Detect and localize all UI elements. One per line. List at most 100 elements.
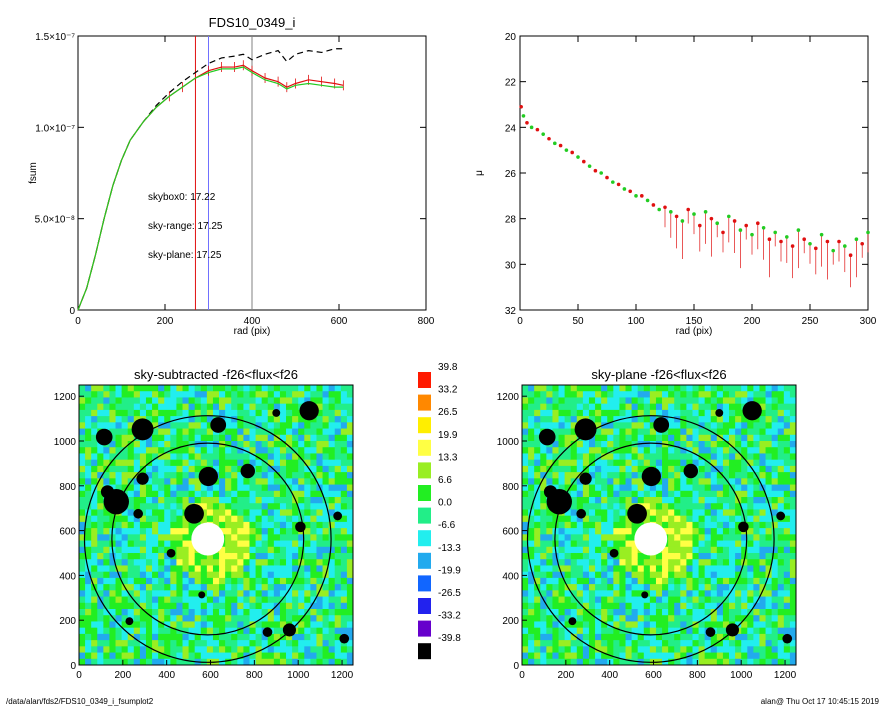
skysub-map-cell: [225, 484, 232, 492]
colorbar-swatch: [418, 552, 431, 569]
skysub-map-cell: [121, 391, 129, 398]
skyplane-map-cell: [613, 441, 620, 448]
skyplane-map-cell: [546, 453, 553, 461]
skyplane-map-cell: [643, 397, 651, 405]
skysub-map-cell: [206, 484, 214, 492]
footer-path: /data/alan/fds2/FDS10_0349_i_fsumplot2: [6, 697, 154, 706]
skyplane-map-cell: [686, 403, 693, 411]
skysub-map-cell: [164, 484, 171, 492]
skyplane-map-cell: [765, 584, 773, 591]
skyplane-map-cell: [643, 453, 651, 461]
skysub-map-cell: [188, 497, 196, 504]
colorbar-label: 13.3: [438, 452, 458, 463]
skysub-map-cell: [255, 633, 263, 641]
skysub-map-mask-disc: [262, 627, 273, 637]
skysub-map-cell: [279, 658, 287, 666]
skysub-map-cell: [249, 441, 256, 448]
skyplane-map-cell: [613, 577, 620, 585]
skyplane-map-cell: [759, 658, 766, 666]
skyplane-map-cell: [668, 602, 675, 610]
skyplane-map-cell: [588, 546, 596, 554]
skysub-map-cell: [164, 391, 171, 398]
skyplane-map-cell: [704, 602, 712, 610]
skysub-map-cell: [243, 540, 250, 548]
skyplane-map-cell: [582, 602, 590, 610]
skyplane-map-cell: [674, 434, 681, 442]
skysub-map-cell: [304, 528, 311, 535]
skyplane-map-cell: [546, 609, 553, 616]
skyplane-map-cell: [655, 397, 663, 405]
skysub-map-cell: [145, 609, 153, 616]
skysub-map-cell: [340, 422, 348, 429]
skyplane-map-cell: [771, 528, 779, 535]
skysub-map-cell: [158, 490, 165, 498]
skyplane-map-cell: [704, 633, 712, 641]
skyplane-map-cell: [704, 652, 712, 660]
skyplane-map-cell: [625, 459, 632, 467]
skyplane-map-cell: [747, 615, 754, 622]
skyplane-map-cell: [637, 409, 645, 417]
skyplane-map-cell: [558, 584, 566, 591]
skysub-map-cell: [188, 609, 196, 616]
skyplane-map-cell: [777, 602, 785, 610]
skyplane-map-cell: [710, 459, 718, 467]
skyplane-map-cell: [595, 534, 602, 541]
skysub-map-cell: [346, 472, 354, 479]
skysub-map-cell: [328, 397, 336, 405]
skysub-map-cell: [164, 490, 171, 498]
skyplane-map-cell: [625, 472, 632, 479]
fsum-ytick-label: 0: [69, 306, 75, 317]
skyplane-map-cell: [692, 515, 699, 523]
skyplane-map-cell: [710, 652, 718, 660]
skysub-map-cell: [225, 521, 232, 529]
skysub-map-cell: [158, 503, 165, 510]
skyplane-map-cell: [643, 403, 651, 411]
skysub-map-cell: [97, 584, 104, 591]
skysub-map-cell: [127, 409, 135, 417]
skysub-map-cell: [115, 553, 123, 560]
skyplane-map-cell: [595, 609, 602, 616]
skysub-map-cell: [298, 609, 305, 616]
skyplane-map-cell: [534, 447, 541, 454]
skyplane-map-cell: [588, 397, 596, 405]
skysub-map-cell: [334, 478, 342, 485]
skyplane-map-cell: [716, 447, 724, 454]
colorbar-label: 6.6: [438, 475, 452, 486]
skyplane-map-cell: [588, 416, 596, 423]
skysub-map-cell: [267, 590, 275, 597]
skysub-map-frame: [78, 384, 354, 666]
skysub-map-cell: [170, 602, 177, 610]
skysub-map-cell: [170, 409, 177, 417]
skyplane-map-cell: [765, 546, 773, 554]
skyplane-map-cell: [601, 546, 608, 554]
skyplane-map-cell: [528, 640, 535, 647]
skyplane-map-cell: [765, 658, 773, 666]
skysub-map-cell: [85, 409, 92, 417]
skysub-map-cell: [225, 621, 232, 629]
skysub-map-cell: [279, 640, 287, 647]
skysub-map-cell: [340, 540, 348, 548]
skyplane-map-cell: [558, 646, 566, 653]
skysub-map-cell: [133, 497, 141, 504]
skysub-map-cell: [121, 609, 129, 616]
skyplane-map-cell: [540, 521, 547, 529]
skyplane-map-cell: [564, 577, 572, 585]
skyplane-map-cell: [710, 584, 718, 591]
skyplane-map-cell: [747, 397, 754, 405]
skysub-map-cell: [97, 497, 104, 504]
skyplane-map-cell: [655, 565, 663, 573]
skysub-map-ytick-label: 1000: [54, 437, 77, 448]
skysub-map-cell: [97, 621, 104, 629]
skysub-map-cell: [200, 441, 208, 448]
skyplane-map-cell: [613, 571, 620, 579]
skyplane-map-cell: [789, 422, 797, 429]
fsum-xlabel: rad (pix): [234, 326, 271, 337]
skyplane-map-cell: [637, 490, 645, 498]
skysub-map-cell: [243, 646, 250, 653]
skysub-map-cell: [103, 546, 110, 554]
skysub-map-ytick-label: 1200: [54, 392, 77, 403]
skysub-map-cell: [328, 409, 336, 417]
skysub-map-cell: [109, 652, 116, 660]
skysub-map-cell: [346, 658, 354, 666]
skyplane-map-cell: [637, 391, 645, 398]
